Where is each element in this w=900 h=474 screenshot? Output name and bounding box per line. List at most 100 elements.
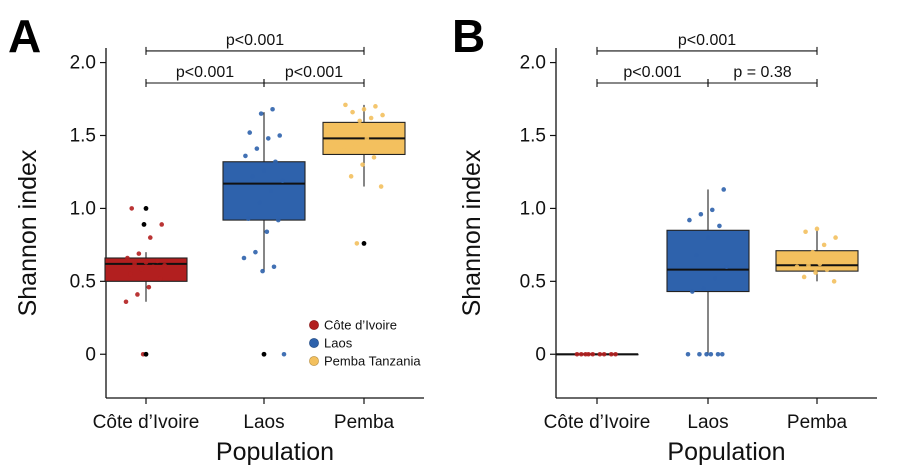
panel-a-point-laos xyxy=(260,268,265,274)
panel-a-point-laos xyxy=(271,264,277,270)
panel-a-point-laos xyxy=(265,136,271,141)
panel-a-point-pemba xyxy=(345,124,351,130)
panel-b-y-tick-label: 0.5 xyxy=(520,271,546,292)
panel-a-point-pemba xyxy=(357,118,363,124)
panel-b-point-laos xyxy=(712,276,718,281)
panel-b-y-tick-label: 2.0 xyxy=(520,53,546,74)
panel-b-point-pemba xyxy=(798,254,804,259)
panel-a-legend-label-laos: Laos xyxy=(324,336,353,351)
panel-b-point-laos xyxy=(704,351,709,357)
panel-a-point-cote-d-ivoire xyxy=(129,206,135,211)
panel-b-point-pemba xyxy=(803,229,808,235)
panel-b-point-laos xyxy=(717,223,722,229)
panel-a-y-axis-title: Shannon index xyxy=(14,149,42,316)
panel-b-point-pemba xyxy=(821,242,827,248)
panel-a-point-pemba xyxy=(368,115,374,121)
panel-b-point-cote-d-ivoire xyxy=(613,351,618,357)
panel-b-x-tick-label-laos: Laos xyxy=(687,412,728,433)
panel-a-point-cote-d-ivoire xyxy=(139,267,145,272)
panel-a-pvalue-label-2: p<0.001 xyxy=(226,32,284,49)
panel-a-pvalue-label-0: p<0.001 xyxy=(176,64,234,81)
panel-b-point-laos xyxy=(694,252,699,258)
panel-a-point-cote-d-ivoire xyxy=(157,276,163,281)
panel-a-point-pemba xyxy=(364,136,370,141)
panel-b-point-cote-d-ivoire xyxy=(590,351,596,357)
panel-a-outlier-cote-d-ivoire xyxy=(141,222,147,227)
panel-b-point-laos xyxy=(685,351,691,357)
panel-b-point-cote-d-ivoire xyxy=(608,351,614,357)
panel-a-point-pemba xyxy=(354,241,360,246)
panel-a-point-cote-d-ivoire xyxy=(127,271,133,277)
panel-b-point-pemba xyxy=(831,279,837,284)
panel-a-point-laos xyxy=(261,168,267,173)
panel-a-point-cote-d-ivoire xyxy=(132,261,137,267)
panel-b-point-laos xyxy=(708,351,714,357)
panel-a-outlier-laos xyxy=(261,351,267,357)
panel-b-x-axis-title: Population xyxy=(667,438,785,466)
panel-b-x-tick-label-pemba: Pemba xyxy=(787,412,848,433)
panel-a-point-pemba xyxy=(373,104,378,109)
panel-b-point-pemba xyxy=(806,262,811,268)
panel-a-point-cote-d-ivoire xyxy=(159,222,165,227)
panel-a-point-pemba xyxy=(348,174,354,179)
panel-b-point-cote-d-ivoire xyxy=(597,351,603,357)
panel-a: A 0 0.5 1.0 1.5 2.0 Côte d’Ivoire Laos PembaPopu… xyxy=(8,10,424,466)
panel-b-box-pemba xyxy=(775,250,859,272)
panel-b-point-laos xyxy=(715,351,721,357)
panel-a-outlier-cote-d-ivoire xyxy=(143,206,149,211)
panel-a-point-laos xyxy=(254,146,260,151)
panel-a-point-cote-d-ivoire xyxy=(135,292,140,297)
panel-b-y-tick-label: 0 xyxy=(535,344,546,365)
panel-a-point-laos xyxy=(281,351,287,357)
panel-b-point-pemba xyxy=(814,226,820,232)
panel-a-point-laos xyxy=(273,159,278,165)
panel-a-point-laos xyxy=(253,249,258,255)
panel-a-point-pemba xyxy=(350,109,355,115)
panel-b-point-laos xyxy=(705,235,711,240)
panel-b-point-laos xyxy=(721,187,727,192)
panel-a-point-laos xyxy=(245,216,251,221)
panel-b-point-laos xyxy=(698,211,704,217)
panel-a-y-tick-label: 1.0 xyxy=(70,198,96,219)
panel-a-point-pemba xyxy=(361,106,367,112)
panel-a-legend-label-pemba-tanzania: Pemba Tanzania xyxy=(324,354,421,369)
panel-a-x-tick-label-pemba: Pemba xyxy=(334,412,395,433)
panel-a-point-pemba xyxy=(353,141,358,147)
panel-a-point-cote-d-ivoire xyxy=(123,299,129,305)
panel-a-point-cote-d-ivoire xyxy=(125,255,130,261)
panel-a-y-tick-label: 0.5 xyxy=(70,271,96,292)
panel-b-y-axis-title: Shannon index xyxy=(458,149,486,316)
panel-a-legend-label-cote-d-ivoire: Côte d’Ivoire xyxy=(324,318,397,333)
panel-b-point-laos xyxy=(697,351,702,357)
panel-b-point-laos xyxy=(701,286,707,291)
panel-b-pvalue-label-1: p = 0.38 xyxy=(733,64,791,81)
panel-b-pvalue-label-0: p<0.001 xyxy=(623,64,681,81)
panel-a-y-tick-label: 1.5 xyxy=(70,126,96,147)
panel-b-point-pemba xyxy=(828,258,834,264)
panel-a-point-pemba xyxy=(371,155,377,160)
panel-a-point-cote-d-ivoire xyxy=(146,284,152,290)
panel-b-point-pemba xyxy=(794,264,800,270)
panel-a-point-pemba xyxy=(343,102,348,108)
panel-a-legend-swatch-cote-d-ivoire xyxy=(309,320,319,330)
panel-b-letter: B xyxy=(452,10,485,62)
panel-a-point-cote-d-ivoire xyxy=(136,251,142,256)
panel-a-point-cote-d-ivoire xyxy=(155,258,160,264)
panel-a-outlier-pemba xyxy=(361,241,367,246)
panel-a-point-laos xyxy=(268,188,274,194)
panel-a-point-cote-d-ivoire xyxy=(150,264,156,270)
panel-a-outlier-cote-d-ivoire xyxy=(143,351,149,357)
panel-a-x-axis-title: Population xyxy=(216,438,334,466)
panel-b-point-cote-d-ivoire xyxy=(574,351,580,357)
panel-b-point-laos xyxy=(689,289,695,294)
panel-a-pvalue-label-1: p<0.001 xyxy=(285,64,343,81)
panel-a-point-cote-d-ivoire xyxy=(147,235,153,240)
panel-b-point-cote-d-ivoire xyxy=(578,351,584,357)
panel-a-point-pemba xyxy=(380,112,385,118)
panel-a-point-laos xyxy=(243,153,248,159)
panel-b-point-laos xyxy=(724,264,729,270)
panel-b-y-tick-label: 1.0 xyxy=(520,198,546,219)
panel-a-point-pemba xyxy=(375,130,381,135)
panel-a-point-pemba xyxy=(378,184,384,189)
